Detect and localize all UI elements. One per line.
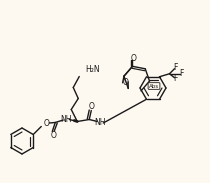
Text: O: O (122, 78, 128, 87)
Text: O: O (50, 131, 56, 140)
Text: NH: NH (94, 118, 106, 127)
Text: O: O (43, 119, 49, 128)
Text: O: O (131, 54, 136, 63)
Text: F: F (179, 69, 184, 78)
Text: NH: NH (60, 115, 72, 124)
Text: F: F (173, 63, 178, 72)
Text: O: O (88, 102, 94, 111)
Text: H₂N: H₂N (85, 65, 100, 74)
Text: F: F (173, 74, 178, 83)
Text: Abs: Abs (149, 83, 159, 89)
